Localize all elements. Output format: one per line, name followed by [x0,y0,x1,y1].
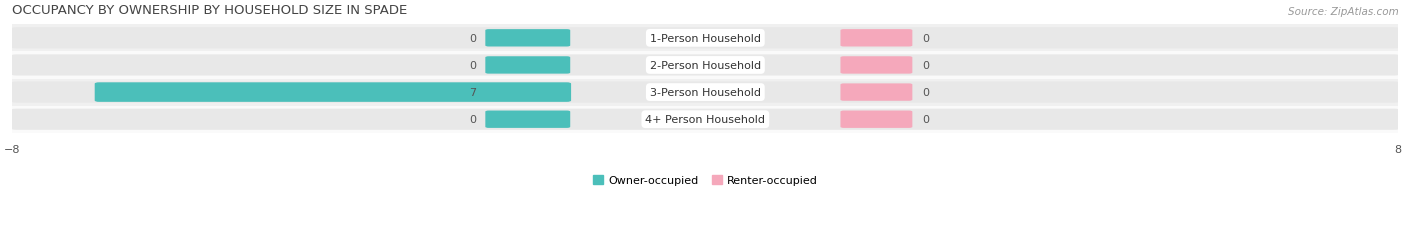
Text: 0: 0 [468,34,475,44]
FancyBboxPatch shape [10,109,1400,130]
Text: 0: 0 [468,61,475,71]
FancyBboxPatch shape [10,28,1400,49]
Text: 7: 7 [468,88,475,98]
Text: 0: 0 [922,34,929,44]
FancyBboxPatch shape [841,111,912,128]
Bar [13,25,1399,52]
FancyBboxPatch shape [485,84,571,101]
FancyBboxPatch shape [841,57,912,74]
Legend: Owner-occupied, Renter-occupied: Owner-occupied, Renter-occupied [588,171,823,190]
Text: 0: 0 [922,88,929,98]
FancyBboxPatch shape [485,57,571,74]
Text: Source: ZipAtlas.com: Source: ZipAtlas.com [1288,7,1399,17]
FancyBboxPatch shape [841,84,912,101]
Text: 1-Person Household: 1-Person Household [650,34,761,44]
Bar [13,79,1399,106]
FancyBboxPatch shape [485,111,571,128]
Text: 2-Person Household: 2-Person Household [650,61,761,71]
Bar [13,52,1399,79]
Text: 0: 0 [922,115,929,125]
FancyBboxPatch shape [841,30,912,47]
FancyBboxPatch shape [94,83,571,102]
FancyBboxPatch shape [10,82,1400,103]
Text: 0: 0 [922,61,929,71]
Text: 4+ Person Household: 4+ Person Household [645,115,765,125]
Text: OCCUPANCY BY OWNERSHIP BY HOUSEHOLD SIZE IN SPADE: OCCUPANCY BY OWNERSHIP BY HOUSEHOLD SIZE… [13,4,408,17]
Text: 3-Person Household: 3-Person Household [650,88,761,98]
FancyBboxPatch shape [485,30,571,47]
Text: 0: 0 [468,115,475,125]
Bar [13,106,1399,133]
FancyBboxPatch shape [10,55,1400,76]
